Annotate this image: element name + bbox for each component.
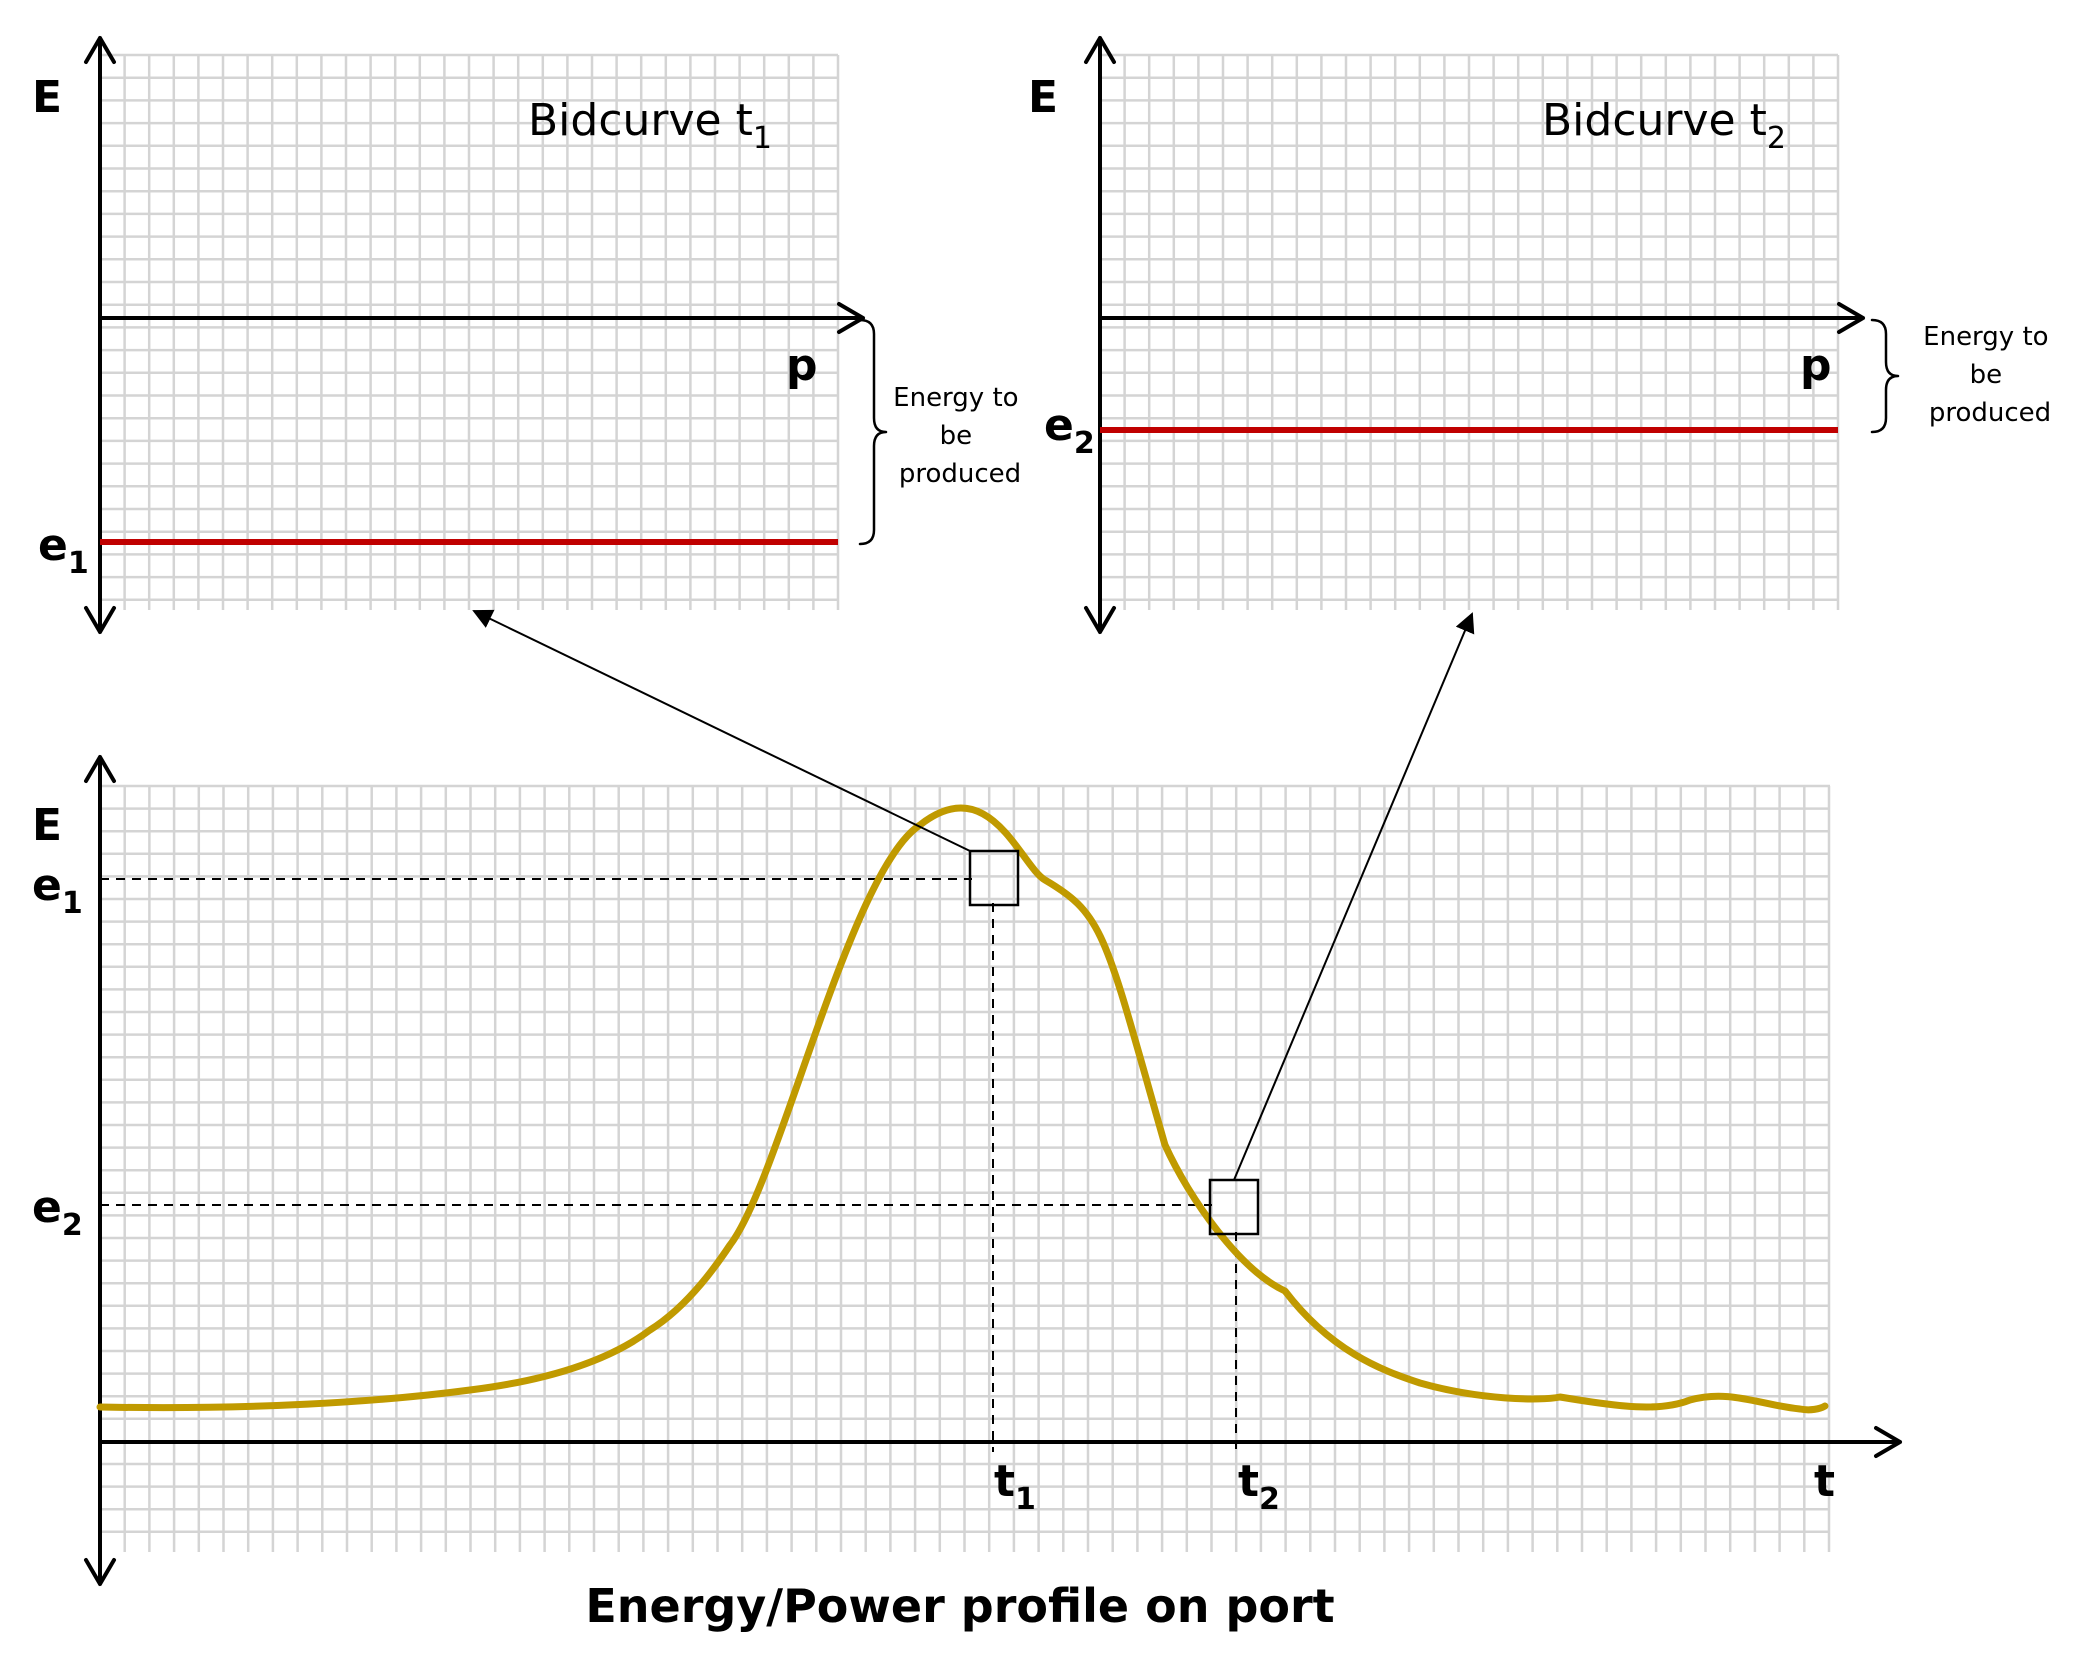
y-axis-energy-profile — [84, 755, 116, 1586]
level-label-e2-bidcurve: e2 — [1044, 400, 1095, 461]
bracket-energy-bidcurve-t1 — [858, 318, 888, 546]
y-axis-label-energy-profile: E — [32, 800, 62, 851]
bracket-text-bidcurve-t2: Energy to be produced — [1923, 322, 2057, 428]
energy-curve — [96, 804, 1829, 1414]
x-axis-energy-profile — [98, 1426, 1902, 1458]
y-axis-bidcurve-t1 — [84, 36, 116, 634]
marker-t1-square — [968, 849, 1020, 907]
x-axis-label-energy-profile: t — [1814, 1456, 1835, 1507]
y-axis-bidcurve-t2 — [1084, 36, 1116, 634]
profile-caption: Energy/Power profile on port — [585, 1579, 1334, 1633]
y-axis-label-bidcurve-t1: E — [32, 72, 62, 123]
x-axis-label-bidcurve-t2: p — [1800, 340, 1832, 391]
y-axis-label-bidcurve-t2: E — [1028, 72, 1058, 123]
connector-arrow-t2 — [1233, 612, 1475, 1181]
bracket-text-bidcurve-t1: Energy to be produced — [893, 383, 1027, 489]
grid-bidcurve-t1 — [98, 53, 840, 610]
label-e1-profile: e1 — [32, 860, 83, 921]
panel-energy-profile: E t e1 e2 t1 t2 Energy/Power profile on … — [32, 609, 1902, 1633]
x-axis-bidcurve-t2 — [1098, 302, 1865, 334]
label-e2-profile: e2 — [32, 1182, 83, 1243]
panel-bidcurve-t2: E p Bidcurve t2 e2 Energy to be produced — [1028, 36, 2057, 634]
connector-arrow-t1 — [472, 609, 971, 852]
label-t2-profile: t2 — [1238, 1456, 1280, 1517]
bracket-energy-bidcurve-t2 — [1870, 318, 1900, 434]
x-axis-bidcurve-t1 — [98, 302, 865, 334]
title-bidcurve-t2: Bidcurve t2 — [1542, 95, 1786, 156]
label-t1-profile: t1 — [994, 1456, 1036, 1517]
panel-bidcurve-t1: E p Bidcurve t1 e1 Energy to be produced — [32, 36, 1027, 634]
grid-bidcurve-t2 — [1098, 53, 1840, 610]
grid-energy-profile — [98, 784, 1831, 1552]
x-axis-label-bidcurve-t1: p — [786, 340, 818, 391]
level-label-e1-bidcurve: e1 — [38, 520, 89, 581]
title-bidcurve-t1: Bidcurve t1 — [528, 95, 772, 156]
